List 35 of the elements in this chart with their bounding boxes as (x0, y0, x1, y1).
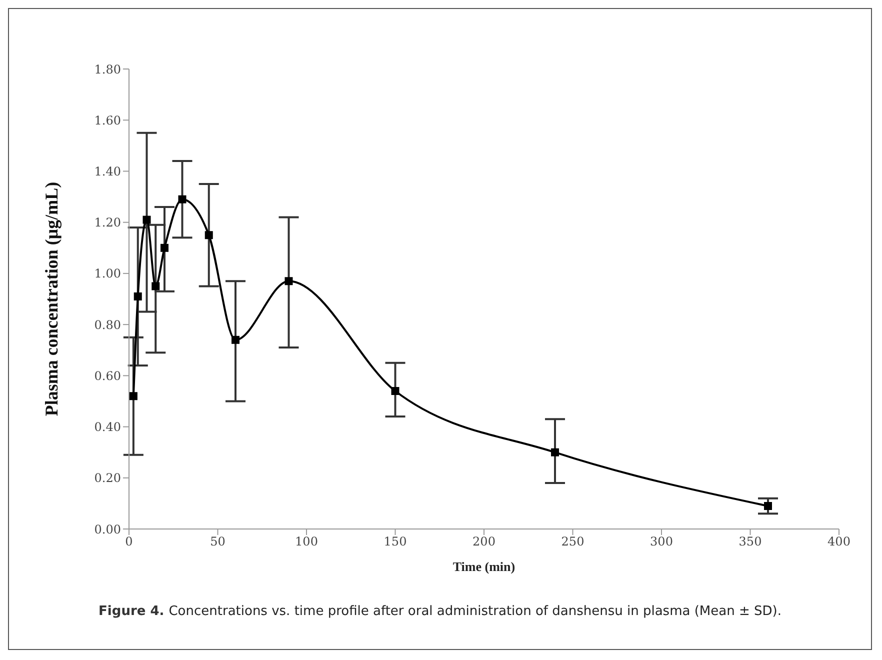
x-tick-label: 300 (650, 534, 673, 549)
x-tick-label: 200 (472, 534, 496, 549)
point (142, 216, 151, 224)
x-tick-label: 250 (561, 534, 584, 549)
point (204, 231, 213, 240)
point (129, 392, 138, 400)
y-tick-label: 1.40 (94, 164, 121, 178)
point (178, 195, 186, 204)
x-tick-label: 350 (738, 534, 762, 549)
x-tick-label: 0 (125, 534, 133, 549)
y-tick-label: 1.60 (94, 113, 121, 128)
point (134, 292, 142, 300)
point (391, 387, 400, 395)
y-tick-label: 0.60 (94, 368, 121, 383)
y-tick-label: 1.00 (94, 266, 121, 281)
point (160, 244, 168, 252)
y-tick-label: 1.80 (94, 62, 121, 76)
point (152, 282, 160, 290)
y-tick-label: 0.40 (94, 420, 121, 434)
y-tick-label: 0.80 (94, 318, 121, 332)
point (232, 336, 240, 344)
y-tick-label: 0.20 (94, 471, 121, 486)
x-axis-title: Time (min) (452, 559, 516, 574)
x-tick-label: 50 (210, 534, 226, 549)
y-tick-label: 1.20 (94, 216, 121, 230)
x-tick-label: 100 (295, 534, 318, 549)
point (284, 277, 293, 286)
text: Concentrations vs. time profile after oral administration of danshensu in plasma (Mean ± SD). (168, 604, 782, 619)
y-axis-title: Plasma concentration (μg/mL) (41, 182, 62, 416)
x-tick-label: 150 (384, 534, 407, 549)
caption: Figure 4. (98, 604, 166, 619)
y-tick-label: 0.00 (94, 522, 121, 536)
point (764, 502, 772, 510)
point (551, 448, 559, 456)
x-tick-label: 400 (828, 534, 850, 549)
